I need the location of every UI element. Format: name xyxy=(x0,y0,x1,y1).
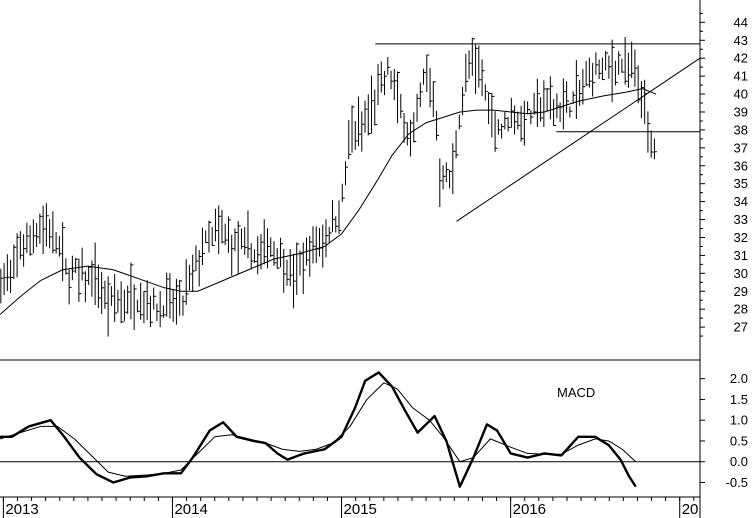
price-panel xyxy=(0,37,701,337)
price-tick-label: 38 xyxy=(734,122,748,137)
price-tick-label: 42 xyxy=(734,51,748,66)
price-tick-label: 34 xyxy=(734,194,748,209)
year-label: 20 xyxy=(682,501,699,518)
year-label: 2013 xyxy=(5,501,38,518)
macd-tick-label: 1.5 xyxy=(730,392,748,407)
macd-signal-line xyxy=(0,382,637,477)
price-tick-label: 31 xyxy=(734,248,748,263)
price-tick-label: 28 xyxy=(734,302,748,317)
price-tick-label: 27 xyxy=(734,320,748,335)
price-tick-label: 29 xyxy=(734,284,748,299)
price-tick-label: 43 xyxy=(734,33,748,48)
macd-tick-label: 2.0 xyxy=(730,371,748,386)
moving-average-line xyxy=(0,88,657,315)
price-tick-label: 35 xyxy=(734,176,748,191)
macd-line xyxy=(0,371,637,488)
trend-line xyxy=(456,57,701,222)
price-tick-label: 41 xyxy=(734,69,748,84)
year-label: 2016 xyxy=(513,501,546,518)
macd-tick-label: -0.5 xyxy=(726,475,748,490)
year-label: 2015 xyxy=(344,501,377,518)
macd-title: MACD xyxy=(557,385,595,400)
macd-tick-label: 1.0 xyxy=(730,413,748,428)
price-tick-label: 39 xyxy=(734,104,748,119)
price-tick-label: 37 xyxy=(734,140,748,155)
macd-tick-label: 0.5 xyxy=(730,433,748,448)
price-tick-label: 36 xyxy=(734,158,748,173)
year-label: 2014 xyxy=(174,501,207,518)
macd-panel: MACD xyxy=(0,371,700,488)
macd-tick-label: 0.0 xyxy=(730,454,748,469)
price-tick-label: 32 xyxy=(734,230,748,245)
price-tick-label: 30 xyxy=(734,266,748,281)
price-tick-label: 40 xyxy=(734,87,748,102)
price-tick-label: 33 xyxy=(734,212,748,227)
price-tick-label: 44 xyxy=(734,15,748,30)
